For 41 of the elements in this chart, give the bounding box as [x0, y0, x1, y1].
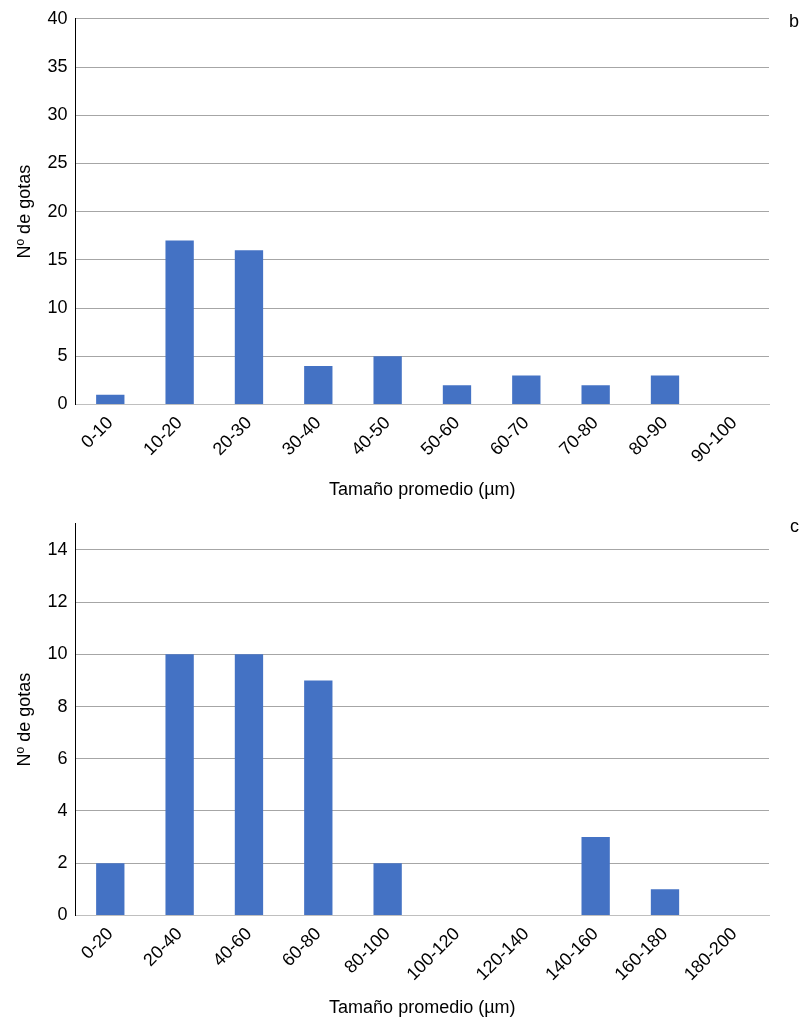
- bar: [234, 250, 264, 404]
- y-tick-label: 25: [47, 152, 68, 173]
- y-tick-label: 30: [47, 104, 68, 125]
- y-axis-title: Nº de gotas: [13, 164, 34, 259]
- y-tick-label: 0: [57, 904, 68, 925]
- y-tick-label: 10: [47, 297, 68, 318]
- y-tick-label: 6: [57, 747, 68, 768]
- bar: [165, 654, 194, 915]
- bar: [96, 394, 125, 404]
- x-tick-label: 0-10: [77, 412, 117, 452]
- x-axis-title: Tamaño promedio (µm): [329, 997, 516, 1018]
- bar: [373, 356, 402, 404]
- y-tick-label: 40: [47, 7, 68, 28]
- bar: [581, 385, 610, 404]
- bar: [304, 365, 333, 404]
- bar: [650, 889, 680, 915]
- y-tick-label: 0: [57, 393, 68, 414]
- bar: [373, 863, 402, 915]
- y-tick-label: 4: [57, 799, 68, 820]
- y-tick-label: 2: [57, 852, 68, 873]
- bar: [512, 375, 541, 404]
- text: c: [790, 515, 799, 536]
- y-tick-label: 35: [47, 55, 68, 76]
- bar: [581, 837, 610, 915]
- y-tick-label: 20: [47, 200, 68, 221]
- text: b: [788, 10, 799, 31]
- bar: [234, 654, 264, 915]
- x-axis-title: Tamaño promedio (µm): [329, 479, 516, 500]
- y-tick-label: 15: [47, 248, 68, 269]
- y-tick-label: 5: [57, 345, 68, 366]
- y-tick-label: 10: [47, 643, 68, 664]
- bar: [165, 240, 194, 404]
- y-axis-title: Nº de gotas: [13, 672, 34, 767]
- y-tick-label: 14: [47, 538, 68, 559]
- y-tick-label: 12: [47, 591, 68, 612]
- bar: [442, 385, 472, 404]
- bar: [304, 680, 333, 915]
- x-tick-label: 0-20: [77, 923, 117, 963]
- y-tick-label: 8: [57, 695, 68, 716]
- bar: [650, 375, 680, 404]
- bar: [96, 863, 125, 915]
